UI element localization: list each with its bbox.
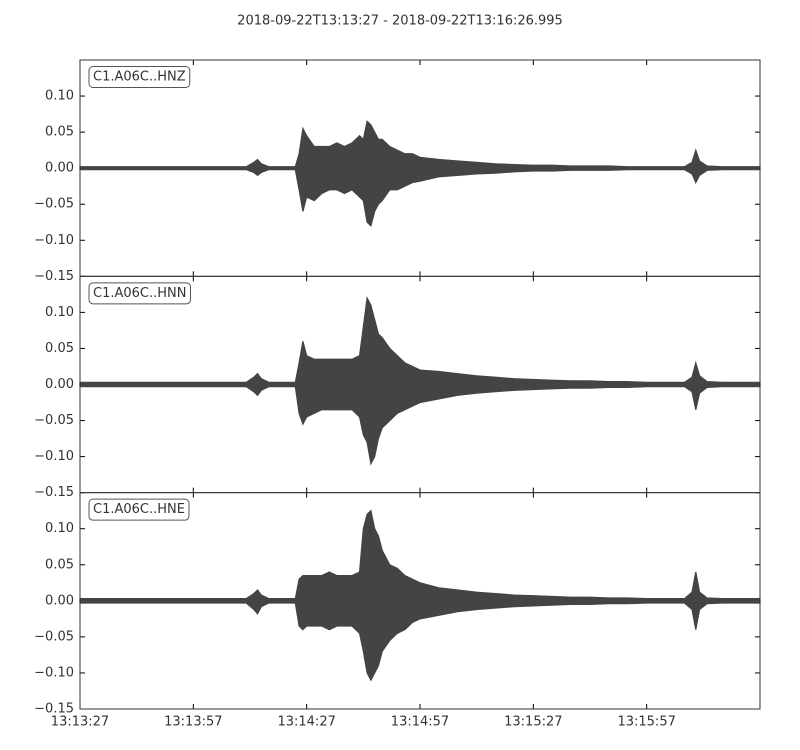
waveform-lower: [79, 167, 761, 227]
trace-label: C1.A06C..HNZ: [93, 70, 186, 85]
trace-label: C1.A06C..HNE: [93, 502, 185, 517]
y-tick-label: −0.10: [34, 665, 74, 680]
waveform-lower: [79, 600, 761, 682]
y-tick-label: −0.05: [34, 413, 74, 428]
trace-label-box: [88, 498, 190, 521]
trace-label-box: [88, 66, 191, 88]
y-tick-label: −0.10: [34, 233, 74, 248]
y-tick-label: −0.15: [34, 269, 74, 284]
x-tick-label: 13:15:57: [617, 714, 675, 729]
chart-title: 2018-09-22T13:13:27 - 2018-09-22T13:16:2…: [237, 14, 563, 29]
waveform-upper: [79, 296, 761, 386]
waveform-lower: [79, 383, 761, 466]
y-tick-label: 0.00: [45, 593, 74, 608]
y-tick-label: 0.10: [45, 305, 74, 320]
y-tick-label: 0.10: [45, 89, 74, 104]
x-tick-label: 13:14:57: [391, 714, 449, 729]
y-tick-label: 0.05: [45, 341, 74, 356]
x-tick-label: 13:15:27: [504, 714, 562, 729]
y-tick-label: 0.00: [45, 161, 74, 176]
y-tick-label: 0.10: [45, 521, 74, 536]
y-tick-label: 0.05: [45, 125, 74, 140]
y-tick-label: −0.05: [34, 197, 74, 212]
x-tick-label: 13:14:27: [277, 714, 335, 729]
trace-label-box: [88, 282, 191, 305]
waveform-upper: [79, 509, 761, 602]
y-tick-label: 0.05: [45, 557, 74, 572]
x-tick-label: 13:13:27: [51, 714, 109, 729]
waveform-upper: [79, 120, 761, 169]
panel-frame: [79, 492, 761, 710]
y-tick-label: −0.10: [34, 449, 74, 464]
y-tick-label: 0.00: [45, 377, 74, 392]
trace-label: C1.A06C..HNN: [93, 286, 186, 301]
y-tick-label: −0.15: [34, 485, 74, 500]
y-tick-label: −0.05: [34, 629, 74, 644]
x-tick-label: 13:13:57: [164, 714, 222, 729]
y-tick-label: −0.15: [34, 701, 74, 716]
